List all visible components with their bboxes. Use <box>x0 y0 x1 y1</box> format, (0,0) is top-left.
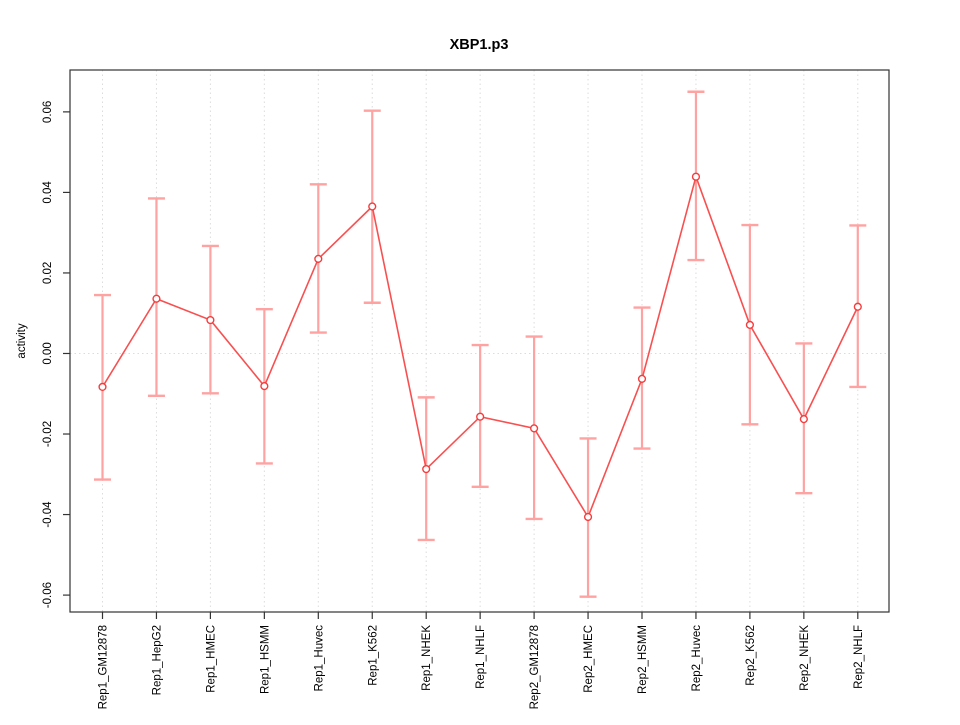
x-axis-category-label: Rep2_NHLF <box>853 625 865 689</box>
data-point <box>314 254 323 263</box>
data-point <box>98 382 107 392</box>
x-axis-category-label: Rep2_HSMM <box>637 625 649 694</box>
data-point <box>206 315 215 325</box>
data-series-layer <box>94 90 867 598</box>
data-point <box>583 512 593 522</box>
x-axis-category-label: Rep2_NHEK <box>799 625 811 691</box>
x-axis-category-label: Rep2_K562 <box>745 625 757 686</box>
data-point <box>422 464 431 474</box>
y-axis-tick-label: -0.06 <box>42 582 54 608</box>
data-point <box>152 294 161 303</box>
plot-border-box <box>69 69 890 613</box>
data-point <box>637 374 647 383</box>
x-axis-category-label: Rep1_NHEK <box>421 625 433 691</box>
data-point <box>853 302 862 311</box>
data-point <box>799 415 808 424</box>
data-points <box>98 172 862 522</box>
chart-title: XBP1.p3 <box>450 37 509 53</box>
data-point <box>476 412 485 421</box>
x-axis-category-label: Rep1_Huvec <box>313 625 325 692</box>
data-point <box>368 202 377 211</box>
x-axis-category-label: Rep1_K562 <box>367 625 379 686</box>
data-point <box>260 381 269 391</box>
y-axis-tick-label: 0.04 <box>42 181 54 204</box>
x-axis-category-label: Rep1_GM12878 <box>98 625 110 709</box>
y-axis-tick-label: 0.06 <box>42 101 54 123</box>
data-point <box>529 424 539 433</box>
grid-layer <box>70 70 889 612</box>
x-axis-category-label: Rep1_HSMM <box>259 625 271 694</box>
x-axis-category-label: Rep1_NHLF <box>475 625 487 689</box>
x-axis-category-label: Rep1_HMEC <box>205 625 217 693</box>
y-axis-label: activity <box>16 323 28 358</box>
y-axis-tick-label: 0.02 <box>42 262 54 284</box>
y-axis-tick-label: 0.00 <box>42 342 54 364</box>
y-axis-tick-label: -0.02 <box>42 421 54 447</box>
x-axis-category-label: Rep1_HepG2 <box>151 625 163 695</box>
axes-layer: -0.06 -0.04 -0.02 0.00 0.02 0.04 0.06 Rep1_GM12… <box>42 101 865 710</box>
data-point <box>691 172 701 181</box>
x-axis-category-label: Rep2_HMEC <box>583 625 595 693</box>
x-axis-category-label: Rep2_GM12878 <box>529 625 541 709</box>
x-axis-category-label: Rep2_Huvec <box>691 625 703 692</box>
y-axis-tick-label: -0.04 <box>42 501 54 528</box>
data-point <box>745 320 755 329</box>
